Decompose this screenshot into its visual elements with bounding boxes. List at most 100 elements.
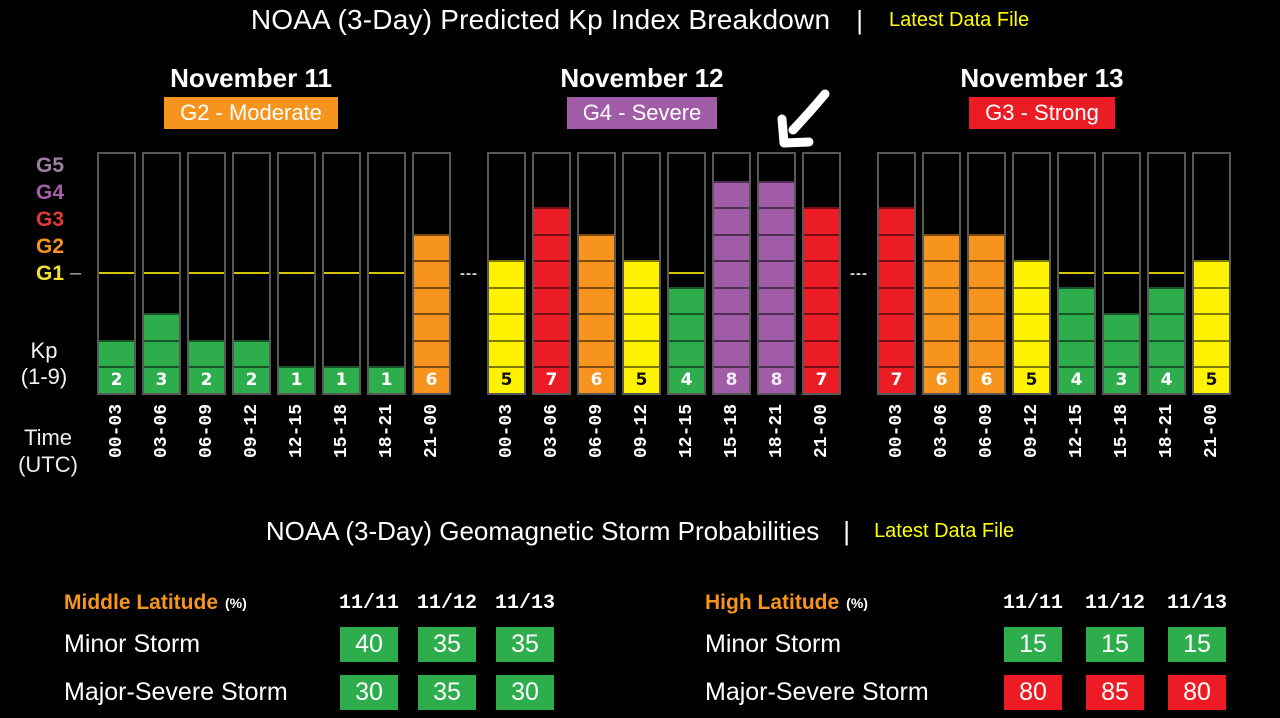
kp-segment [1104,366,1139,393]
kp-segment [969,313,1004,340]
time-slot-cell: 00-03 [487,404,526,496]
probability-cell: 15 [1074,620,1156,668]
g-scale-label-g5: G5 [35,154,64,177]
kp-value-label: 7 [545,369,558,390]
kp-segment [579,286,614,314]
kp-segment [759,207,794,234]
kp-segment [489,339,524,367]
high-latitude-table: High Latitude (%) 11/11 11/12 11/13 Minor Sto… [705,586,1238,716]
storm-level-badge: G3 - Strong [969,97,1115,129]
kp-segment [879,207,914,234]
kp-segment [1059,366,1094,393]
kp-bar: 5 [1192,152,1231,395]
kp-value-label: 6 [980,369,993,390]
time-slot-label: 18-21 [1156,404,1177,459]
latitude-unit: (%) [225,595,247,611]
kp-segment [804,339,839,367]
kp-segment [969,260,1004,287]
kp-bar: 2 [97,152,136,395]
latitude-table-title: High Latitude (%) [705,586,992,620]
date-column-header: 11/12 [1084,591,1145,615]
kp-segment [714,180,749,208]
probability-value-box: 30 [496,674,554,710]
kp-segment [369,366,404,393]
time-labels-nov13: 00-03 03-06 06-09 09-12 12-15 15-18 18-21 21-00 [877,404,1231,496]
time-slot-label: 09-12 [1021,404,1042,459]
probability-value-box: 15 [1004,626,1062,662]
time-slot-label: 06-09 [976,404,997,459]
kp-value-label: 6 [425,369,438,390]
kp-segment [99,366,134,393]
time-slot-label: 15-18 [1111,404,1132,459]
kp-segment [924,260,959,287]
g1-threshold-line [324,271,359,274]
kp-segment [669,339,704,367]
kp-segment [759,286,794,314]
time-slot-label: 12-15 [1066,404,1087,459]
kp-value-label: 7 [815,369,828,390]
probability-value-box: 80 [1004,674,1062,710]
kp-segment [534,339,569,367]
time-slot-cell: 06-09 [577,404,616,496]
kp-segment [1149,286,1184,314]
kp-segment [624,260,659,287]
kp-segment [759,313,794,340]
kp-bar: 6 [967,152,1006,395]
kp-value-label: 2 [110,369,123,390]
kp-segment [534,260,569,287]
kp-segment [534,313,569,340]
kp-segment [759,233,794,261]
probability-value-box: 35 [496,626,554,662]
kp-chart-nov13: 7 6 6 5 4 3 4 5 [877,152,1231,395]
storm-row-label: Major-Severe Storm [64,677,288,706]
kp-segment [714,366,749,393]
latest-data-file-link-2[interactable]: Latest Data File [874,520,1015,542]
kp-value-label: 5 [635,369,648,390]
time-slot-label: 03-06 [931,404,952,459]
middle-latitude-table: Middle Latitude (%) 11/11 11/12 11/13 Minor S… [64,586,564,716]
kp-segment [144,339,179,367]
kp-segment [534,366,569,393]
latitude-unit: (%) [846,595,868,611]
kp-segment [624,286,659,314]
time-slot-label: 21-00 [421,404,442,459]
kp-bar: 7 [532,152,571,395]
g-scale-label-g2: G2 [35,235,64,258]
time-axis-label: Time (UTC) [2,424,94,478]
kp-value-label: 4 [1160,369,1173,390]
kp-segment [1014,260,1049,287]
kp-bar: 1 [367,152,406,395]
page-title: NOAA (3-Day) Predicted Kp Index Breakdow… [250,4,831,35]
time-slot-label: 21-00 [811,404,832,459]
g1-threshold-line [1059,271,1094,274]
kp-bar: 8 [757,152,796,395]
bottom-title-row: NOAA (3-Day) Geomagnetic Storm Probabili… [0,516,1280,547]
time-slot-label: 06-09 [586,404,607,459]
kp-axis-range: (1-9) [20,364,68,389]
kp-segment [1059,313,1094,340]
latitude-table-title: Middle Latitude (%) [64,586,330,620]
probability-cell: 80 [1156,668,1238,716]
time-slot-cell: 15-18 [712,404,751,496]
kp-segment [624,366,659,393]
kp-bar: 6 [577,152,616,395]
kp-segment [414,260,449,287]
kp-segment [489,260,524,287]
kp-value-label: 7 [890,369,903,390]
latest-data-file-link[interactable]: Latest Data File [889,8,1030,31]
kp-segment [1014,286,1049,314]
time-slot-label: 03-06 [151,404,172,459]
kp-bar: 5 [487,152,526,395]
time-slot-cell: 00-03 [877,404,916,496]
time-slot-cell: 09-12 [1012,404,1051,496]
probabilities-title-separator: | [843,516,851,546]
storm-row-label: Minor Storm [64,629,201,658]
time-slot-label: 03-06 [541,404,562,459]
probability-cell: 30 [330,668,408,716]
kp-segment [1194,339,1229,367]
time-slot-cell: 18-21 [367,404,406,496]
kp-segment [969,286,1004,314]
kp-bar: 1 [322,152,361,395]
kp-value-label: 5 [1025,369,1038,390]
probability-value-box: 40 [340,626,398,662]
